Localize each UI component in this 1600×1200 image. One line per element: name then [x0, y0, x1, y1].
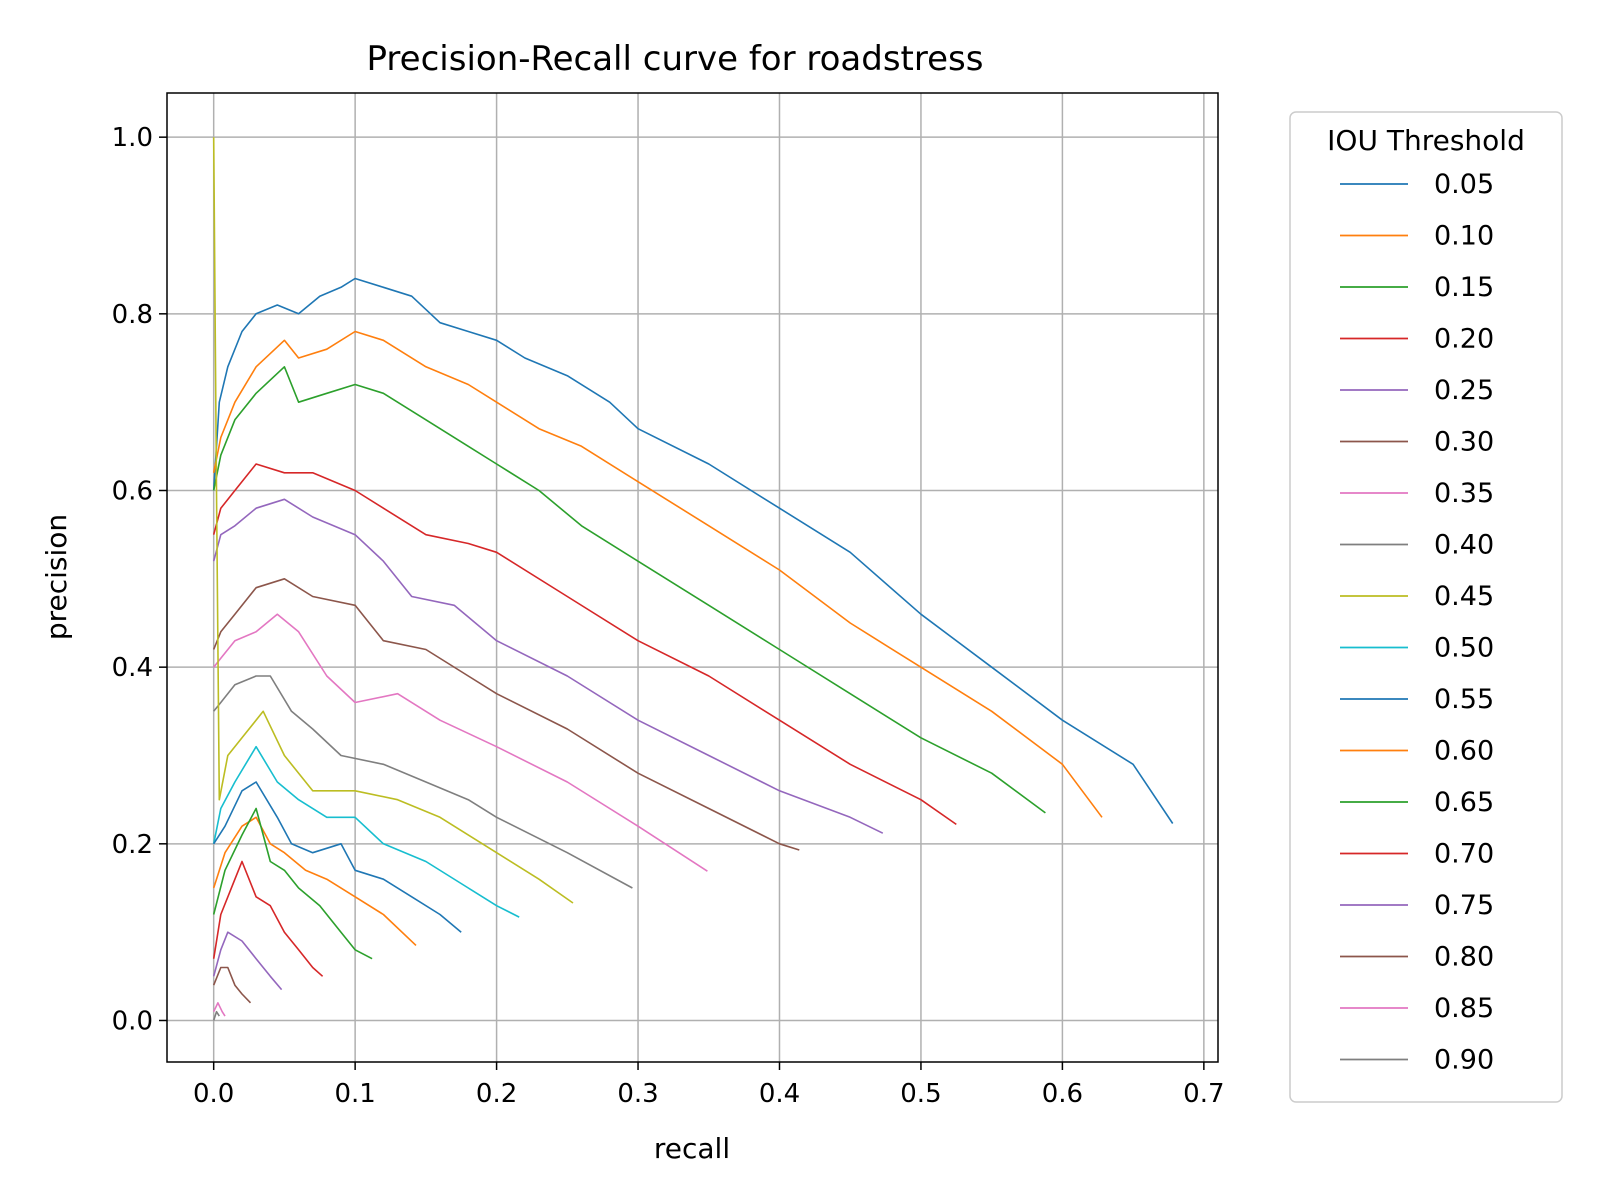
- x-tick-label: 0.0: [193, 1079, 234, 1109]
- series-line-0.45: [212, 137, 574, 904]
- legend-label: 0.85: [1434, 993, 1494, 1024]
- x-tick-label: 0.1: [334, 1079, 375, 1109]
- x-tick-label: 0.3: [617, 1079, 658, 1109]
- legend-label: 0.35: [1434, 478, 1494, 509]
- legend-box: [1289, 111, 1563, 1103]
- legend-label: 0.05: [1434, 169, 1494, 200]
- y-tick-label: 1.0: [112, 123, 153, 153]
- axis-ticks: 0.0 0.1 0.2 0.3 0.4 0.5 0.6 0.7 0.0 0.2 0.4 0.6 0.8 1…: [112, 123, 1225, 1109]
- series-line-0.35: [213, 613, 708, 872]
- series-line-0.80: [212, 966, 252, 1004]
- series-line-0.30: [212, 577, 800, 851]
- legend-label: 0.90: [1434, 1045, 1494, 1076]
- series-line-0.60: [212, 816, 417, 946]
- series-lines: [212, 137, 1174, 1021]
- x-axis-label: recall: [654, 1132, 730, 1165]
- legend-label: 0.60: [1434, 736, 1494, 767]
- series-line-0.10: [212, 330, 1103, 818]
- legend-items: 0.05 0.10 0.15 0.20 0.25 0.30 0.35 0.40 0.45 0.50…: [1340, 169, 1494, 1076]
- x-tick-label: 0.5: [900, 1079, 941, 1109]
- series-line-0.75: [212, 931, 283, 991]
- x-tick-label: 0.7: [1183, 1079, 1224, 1109]
- series-line-0.15: [212, 365, 1046, 814]
- x-tick-label: 0.4: [759, 1079, 800, 1109]
- series-line-0.85: [212, 1001, 226, 1017]
- y-tick-label: 0.2: [112, 830, 153, 860]
- legend-label: 0.55: [1434, 684, 1494, 715]
- series-line-0.05: [212, 277, 1174, 824]
- legend-label: 0.70: [1434, 839, 1494, 870]
- chart-title: Precision-Recall curve for roadstress: [367, 39, 984, 79]
- y-tick-label: 0.0: [112, 1006, 153, 1036]
- x-tick-label: 0.2: [476, 1079, 517, 1109]
- series-line-0.40: [213, 675, 633, 889]
- y-axis-label: precision: [40, 514, 73, 640]
- series-line-0.20: [212, 463, 957, 826]
- legend-label: 0.20: [1434, 324, 1494, 355]
- legend-label: 0.40: [1434, 530, 1494, 561]
- legend-label: 0.30: [1434, 427, 1494, 458]
- series-line-0.55: [213, 781, 462, 933]
- y-tick-label: 0.4: [112, 653, 153, 683]
- y-tick-label: 0.8: [112, 300, 153, 330]
- series-line-0.65: [212, 807, 373, 960]
- legend-label: 0.80: [1434, 942, 1494, 973]
- legend-label: 0.15: [1434, 272, 1494, 303]
- plot-frame: [166, 92, 1219, 1063]
- legend-label: 0.25: [1434, 375, 1494, 406]
- series-line-0.70: [212, 860, 324, 977]
- legend-label: 0.75: [1434, 890, 1494, 921]
- legend-label: 0.10: [1434, 221, 1494, 252]
- x-tick-label: 0.6: [1042, 1079, 1083, 1109]
- legend-label: 0.50: [1434, 633, 1494, 664]
- y-tick-label: 0.6: [112, 476, 153, 506]
- legend-title: IOU Threshold: [1327, 124, 1525, 157]
- series-line-0.90: [212, 1010, 220, 1021]
- series-line-0.50: [212, 745, 520, 918]
- legend: IOU Threshold 0.050.100.150.200.250.300.…: [1289, 111, 1563, 1103]
- legend-label: 0.45: [1434, 581, 1494, 612]
- legend-label: 0.65: [1434, 787, 1494, 818]
- series-line-0.25: [212, 498, 884, 834]
